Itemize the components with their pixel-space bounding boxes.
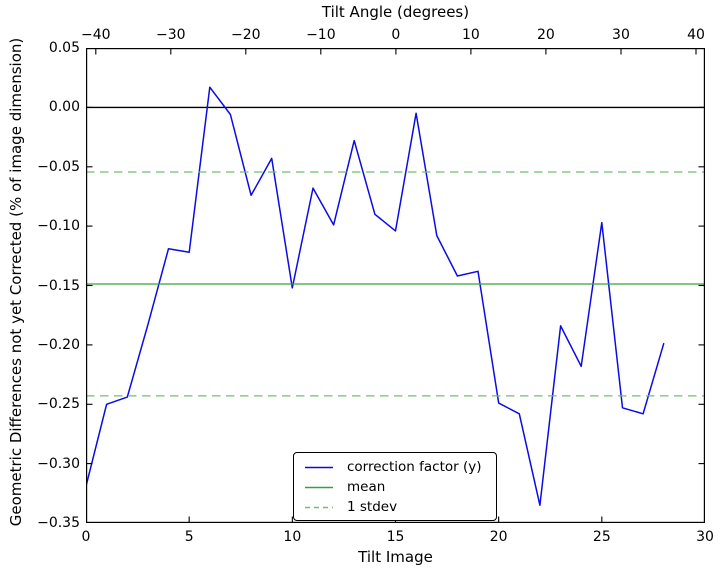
legend-label: 1 stdev bbox=[347, 499, 398, 515]
y-tick-label: −0.15 bbox=[37, 277, 80, 294]
x-tick-label: 15 bbox=[386, 529, 405, 545]
y-tick-label: 0.00 bbox=[48, 99, 80, 116]
legend-item-mean: mean bbox=[294, 477, 496, 497]
legend-line-sample-green-solid bbox=[304, 485, 334, 490]
legend-item-correction-factor: correction factor (y) bbox=[294, 457, 496, 477]
correction-factor-line bbox=[86, 86, 665, 506]
legend: correction factor (y) mean 1 stdev bbox=[293, 452, 497, 521]
legend-label: correction factor (y) bbox=[347, 459, 482, 475]
y-tick-label: −0.35 bbox=[37, 515, 80, 531]
x-tick-label: 10 bbox=[283, 529, 302, 545]
legend-item-stdev: 1 stdev bbox=[294, 497, 496, 517]
axes-frame bbox=[86, 48, 705, 523]
y-tick-label: −0.30 bbox=[37, 455, 80, 472]
x-tick-label: 5 bbox=[184, 529, 194, 545]
top-tick-label: 0 bbox=[391, 27, 401, 43]
legend-line-sample-blue bbox=[304, 465, 334, 470]
top-tick-label: 30 bbox=[612, 27, 630, 43]
top-axis-label: Tilt Angle (degrees) bbox=[321, 3, 470, 21]
x-tick-label: 20 bbox=[489, 529, 508, 545]
x-tick-label: 25 bbox=[592, 529, 611, 545]
legend-line-sample-green-dashed bbox=[304, 505, 334, 510]
y-tick-label: −0.20 bbox=[37, 336, 80, 353]
top-tick-label: −10 bbox=[306, 27, 336, 43]
x-tick-label: 30 bbox=[696, 529, 714, 545]
plot-area bbox=[86, 48, 705, 523]
top-tick-label: −40 bbox=[80, 27, 111, 43]
y-axis-label: Geometric Differences not yet Corrected … bbox=[7, 37, 25, 527]
top-tick-label: −20 bbox=[231, 27, 261, 43]
x-tick-label: 0 bbox=[81, 529, 91, 545]
legend-label: mean bbox=[347, 479, 386, 495]
y-tick-label: −0.25 bbox=[37, 396, 80, 413]
top-tick-label: 20 bbox=[537, 27, 555, 43]
y-tick-label: 0.05 bbox=[48, 40, 80, 56]
x-axis-label: Tilt Image bbox=[358, 548, 433, 566]
top-tick-label: 10 bbox=[461, 27, 480, 43]
top-tick-label: −30 bbox=[156, 27, 186, 43]
y-tick-label: −0.10 bbox=[37, 218, 80, 235]
top-tick-label: 40 bbox=[687, 27, 705, 43]
y-tick-label: −0.05 bbox=[37, 158, 80, 175]
